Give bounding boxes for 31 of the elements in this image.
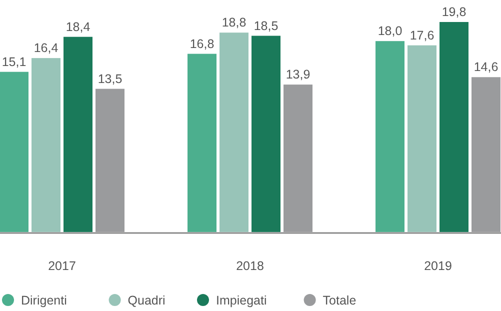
- bar: [220, 32, 248, 232]
- bar: [252, 36, 280, 232]
- data-label: 19,8: [442, 5, 466, 19]
- bar: [64, 36, 92, 232]
- data-label: 15,1: [2, 54, 26, 69]
- data-label: 18,0: [378, 24, 402, 38]
- legend-label: Quadri: [128, 294, 166, 308]
- data-label: 16,4: [34, 41, 58, 56]
- legend-label: Dirigenti: [21, 294, 67, 308]
- bar: [0, 72, 28, 232]
- bar: [188, 54, 216, 232]
- bar: [408, 45, 436, 232]
- bar: [284, 84, 312, 232]
- data-label: 14,6: [474, 60, 498, 74]
- data-label: 18,8: [222, 16, 246, 30]
- x-tick-label: 2018: [236, 259, 264, 273]
- data-label: 18,5: [254, 18, 278, 33]
- data-label: 16,8: [190, 36, 214, 51]
- bar: [96, 88, 124, 232]
- data-label: 13,5: [98, 72, 122, 86]
- legend-label: Impiegati: [216, 294, 267, 308]
- data-label: 18,4: [66, 20, 90, 34]
- bar: [472, 77, 500, 232]
- bar: [440, 22, 468, 232]
- legend-label: Totale: [322, 294, 356, 308]
- x-tick-label: 2019: [424, 259, 452, 273]
- data-label: 13,9: [286, 68, 310, 82]
- x-tick-label: 2017: [48, 259, 76, 273]
- data-label: 17,6: [410, 28, 434, 42]
- bar: [376, 41, 404, 232]
- bar: [32, 58, 60, 232]
